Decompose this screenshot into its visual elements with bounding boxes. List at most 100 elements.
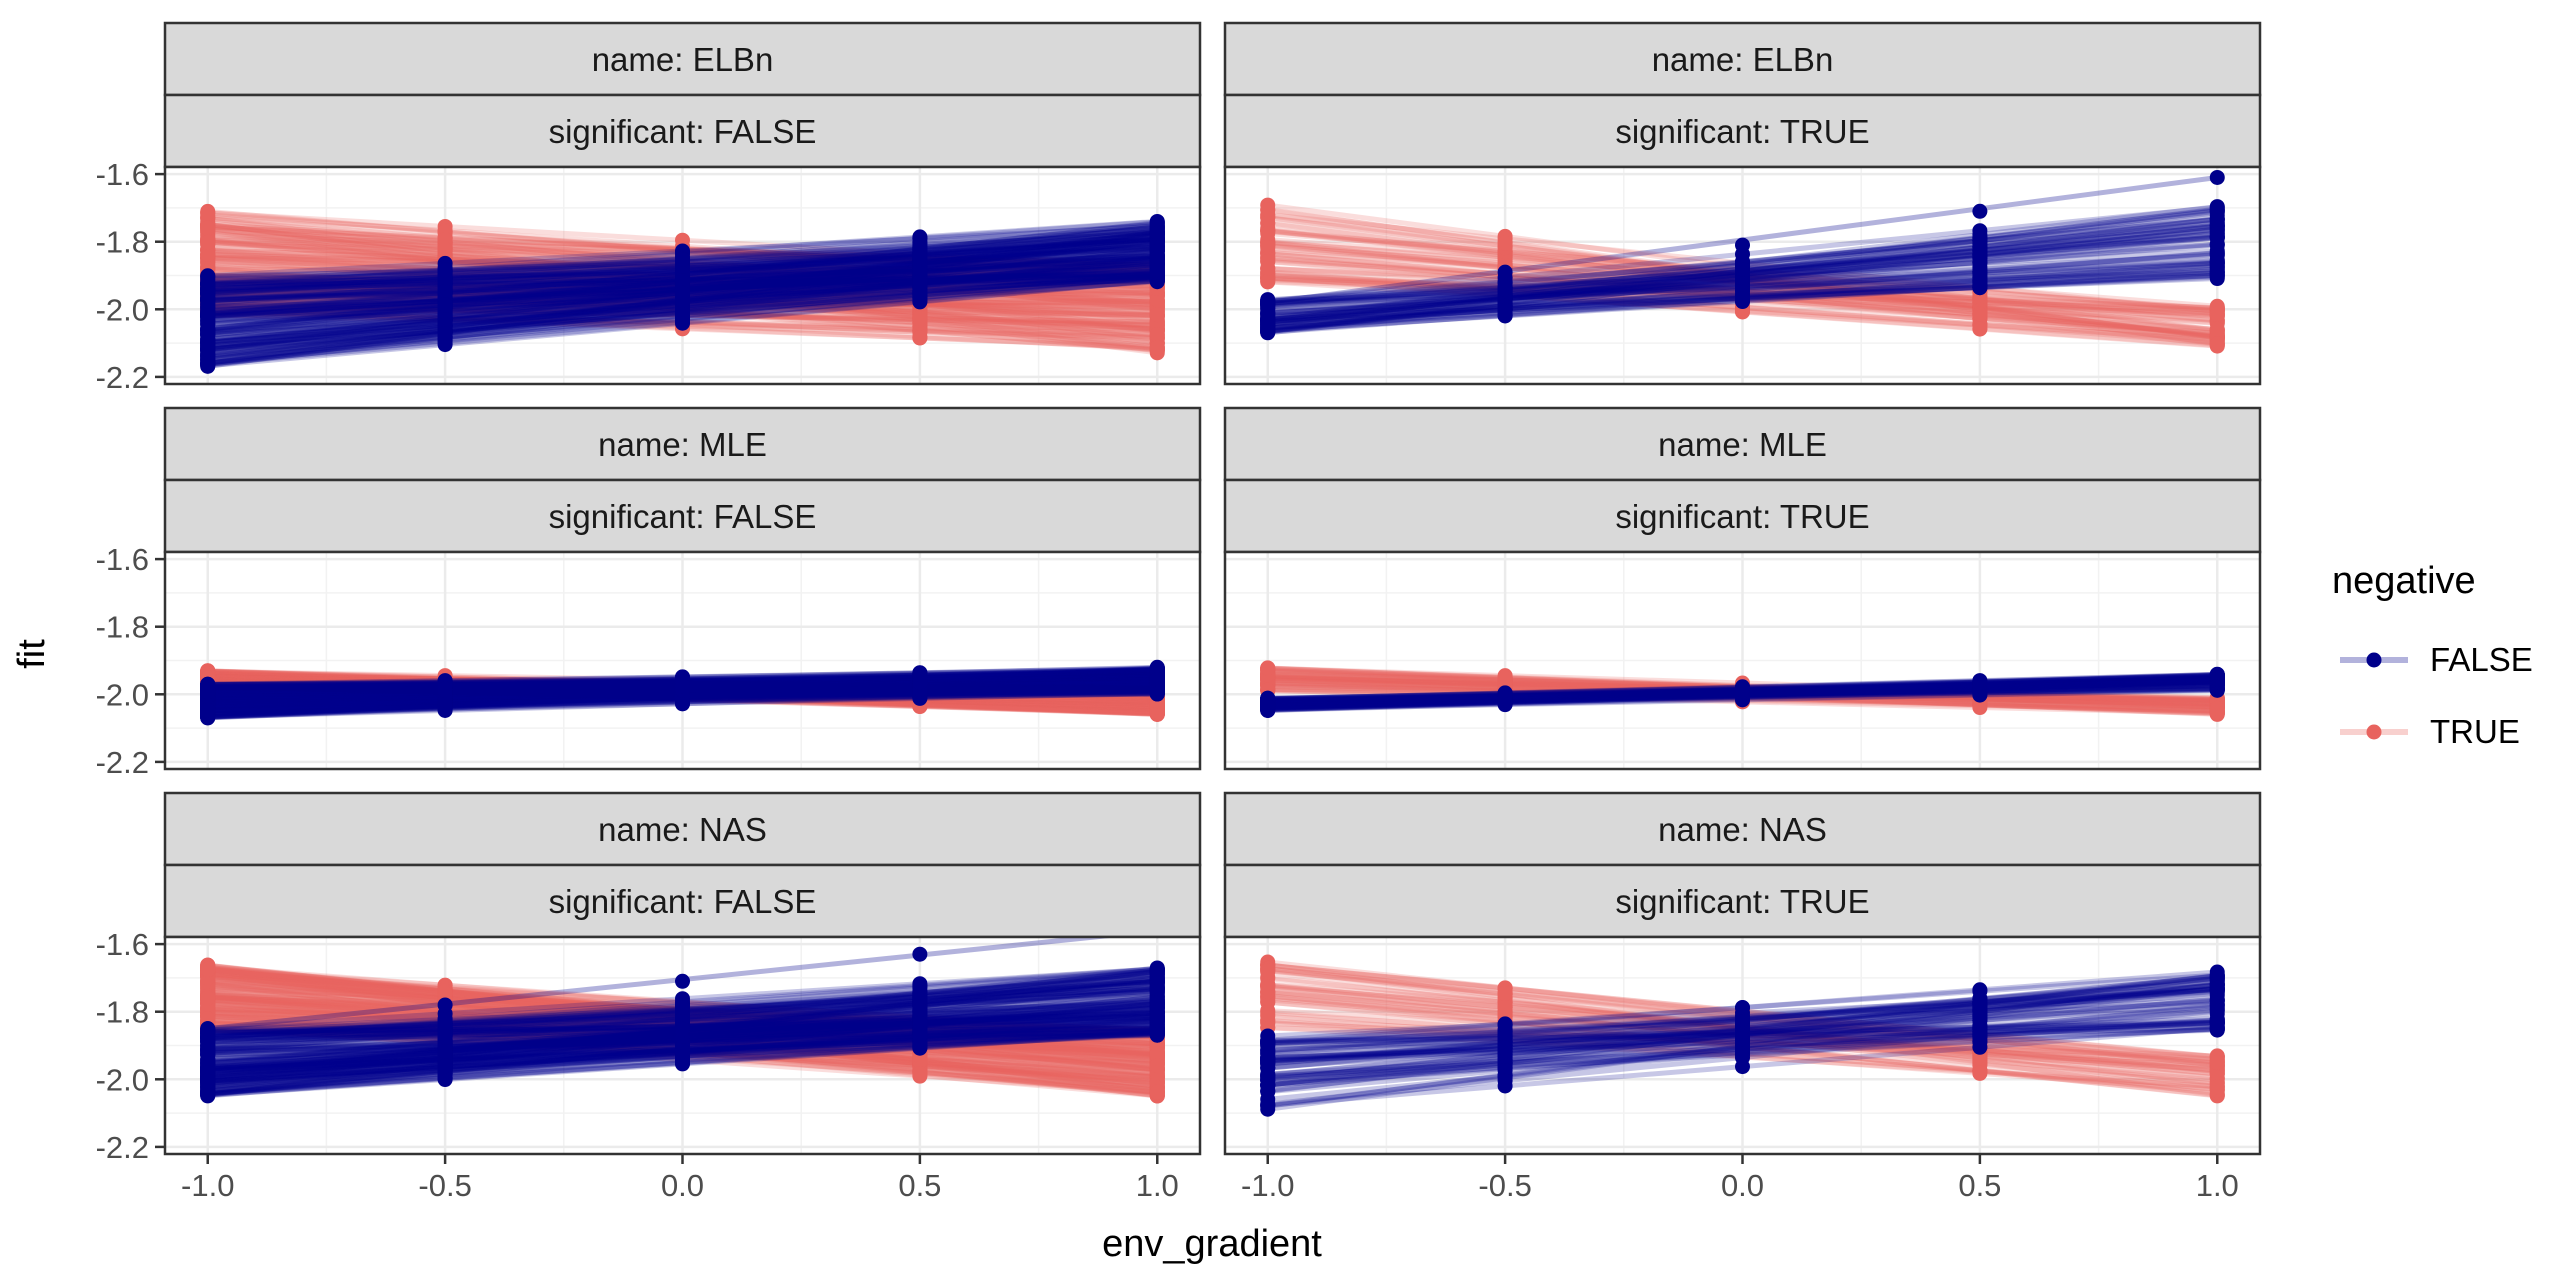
facet-panel: name: ELBn significant: TRUE: [1223, 21, 2262, 386]
data-point: [1149, 672, 1165, 688]
series-false-points: [200, 659, 1165, 726]
facet-panel: name: MLE significant: TRUE: [1223, 406, 2262, 771]
facet-strip-top-label: name: MLE: [1658, 426, 1827, 463]
series-group: [200, 659, 1165, 726]
data-point: [912, 274, 928, 290]
outlier-series: [1260, 169, 2225, 311]
data-point: [1149, 292, 1165, 308]
data-point: [200, 321, 216, 337]
outlier-point: [1497, 264, 1513, 280]
data-point: [1972, 279, 1988, 295]
facet-strip-bottom-label: significant: FALSE: [549, 498, 817, 535]
data-point: [1149, 225, 1165, 241]
facet-strip-bottom-label: significant: TRUE: [1615, 498, 1869, 535]
data-point: [200, 702, 216, 718]
data-point: [1260, 260, 1276, 276]
data-point: [1149, 307, 1165, 323]
facet-panel: name: ELBn significant: FALSE: [163, 21, 1202, 386]
data-point: [1149, 263, 1165, 279]
data-point: [1260, 202, 1276, 218]
data-point: [2209, 211, 2225, 227]
panel-border: [163, 550, 1202, 771]
facet-strip-top: [1223, 21, 2262, 97]
data-point: [1260, 237, 1276, 253]
facet-strip-top-label: name: ELBn: [1652, 41, 1834, 78]
data-point: [1260, 226, 1276, 242]
data-point: [437, 681, 453, 697]
data-point: [2209, 255, 2225, 271]
data-point: [675, 678, 690, 694]
data-point: [2209, 336, 2225, 352]
series-group: [200, 203, 1165, 374]
data-point: [1497, 235, 1513, 251]
data-point: [1497, 670, 1513, 686]
facet-strip-bottom-label: significant: TRUE: [1615, 113, 1869, 150]
data-point: [1735, 291, 1750, 307]
data-point: [200, 293, 216, 309]
data-point: [1735, 262, 1750, 278]
facet-strip-top: [163, 21, 1202, 97]
facet-panel: name: MLE significant: FALSE: [163, 406, 1202, 771]
data-point: [1972, 306, 1988, 322]
facet-strip-bottom: [163, 478, 1202, 554]
panel-border: [163, 165, 1202, 386]
facet-panels: name: ELBn significant: FALSE name: ELBn si…: [163, 21, 2262, 1156]
data-point: [1260, 274, 1276, 290]
data-point: [675, 252, 690, 268]
facet-strip-top-label: name: MLE: [598, 426, 767, 463]
data-point: [675, 273, 690, 289]
series-false-points: [200, 213, 1165, 374]
panel-border: [1223, 165, 2262, 386]
data-point: [437, 297, 453, 313]
facet-strip-top: [1223, 406, 2262, 482]
data-point: [912, 310, 928, 326]
data-point: [1972, 244, 1988, 260]
data-point: [1497, 279, 1513, 295]
data-point: [437, 241, 453, 257]
data-point: [1149, 327, 1165, 343]
data-point: [912, 249, 928, 265]
facet-strip-top-label: name: ELBn: [592, 41, 774, 78]
data-point: [1149, 660, 1165, 676]
data-point: [1972, 259, 1988, 275]
outlier-point: [1972, 203, 1988, 219]
data-point: [1149, 340, 1165, 356]
data-point: [2209, 700, 2225, 716]
data-point: [2209, 268, 2225, 284]
data-point: [1735, 304, 1750, 320]
data-point: [200, 205, 216, 221]
data-point: [1149, 250, 1165, 266]
data-point: [2209, 306, 2225, 322]
data-point: [1497, 302, 1513, 318]
data-point: [437, 262, 453, 278]
data-point: [1260, 660, 1276, 676]
data-point: [1972, 321, 1988, 337]
series-group: [1260, 169, 2225, 354]
outlier-point: [1735, 237, 1750, 253]
series-false-points: [1260, 666, 2225, 718]
facet-strip-top: [163, 406, 1202, 482]
data-point: [912, 675, 928, 691]
facet-strip-bottom: [1223, 478, 2262, 554]
data-point: [200, 272, 216, 288]
data-point: [200, 246, 216, 262]
data-point: [437, 325, 453, 341]
facet-strip-bottom: [163, 93, 1202, 169]
data-point: [912, 330, 928, 346]
data-point: [200, 234, 216, 250]
data-point: [200, 308, 216, 324]
data-point: [2209, 321, 2225, 337]
data-point: [200, 358, 216, 374]
data-point: [200, 342, 216, 358]
facet-strip-bottom: [1223, 93, 2262, 169]
data-point: [200, 684, 216, 700]
data-point: [1260, 314, 1276, 330]
data-point: [200, 220, 216, 236]
series-group: [1260, 660, 2225, 722]
data-point: [2209, 226, 2225, 242]
data-point: [675, 285, 690, 301]
outlier-point: [1260, 295, 1276, 311]
outlier-point: [2209, 169, 2225, 185]
facet-strip-bottom-label: significant: FALSE: [549, 113, 817, 150]
